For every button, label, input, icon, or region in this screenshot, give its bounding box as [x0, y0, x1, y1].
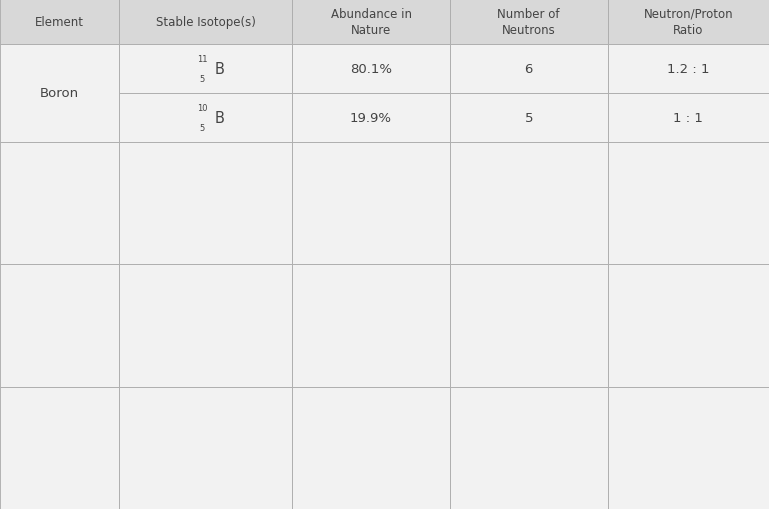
Bar: [608, 265, 769, 387]
Bar: [450, 45, 608, 94]
Bar: [119, 45, 292, 94]
Text: Element: Element: [35, 16, 84, 29]
Bar: [0, 265, 119, 387]
Bar: [119, 265, 292, 387]
Text: B: B: [215, 110, 225, 126]
Bar: [0, 0, 119, 45]
Bar: [292, 45, 450, 94]
Text: Boron: Boron: [40, 87, 79, 100]
Bar: [608, 94, 769, 143]
Text: 5: 5: [199, 124, 205, 133]
Text: B: B: [215, 62, 225, 77]
Bar: [292, 0, 450, 45]
Text: 6: 6: [524, 63, 533, 76]
Text: 11: 11: [197, 54, 207, 64]
Bar: [292, 143, 450, 265]
Bar: [608, 45, 769, 94]
Bar: [292, 94, 450, 143]
Text: Number of
Neutrons: Number of Neutrons: [498, 8, 560, 37]
Bar: [450, 265, 608, 387]
Bar: [450, 0, 608, 45]
Text: 1.2 : 1: 1.2 : 1: [667, 63, 710, 76]
Text: 5: 5: [199, 75, 205, 84]
Text: 5: 5: [524, 111, 533, 125]
Bar: [450, 94, 608, 143]
Bar: [292, 265, 450, 387]
Bar: [0, 45, 119, 143]
Text: Stable Isotope(s): Stable Isotope(s): [156, 16, 255, 29]
Bar: [0, 387, 119, 509]
Bar: [119, 387, 292, 509]
Bar: [119, 143, 292, 265]
Bar: [119, 94, 292, 143]
Bar: [608, 0, 769, 45]
Text: 10: 10: [197, 103, 207, 112]
Text: 19.9%: 19.9%: [350, 111, 392, 125]
Bar: [450, 143, 608, 265]
Bar: [0, 143, 119, 265]
Text: Abundance in
Nature: Abundance in Nature: [331, 8, 411, 37]
Bar: [608, 387, 769, 509]
Text: Neutron/Proton
Ratio: Neutron/Proton Ratio: [644, 8, 733, 37]
Text: 80.1%: 80.1%: [350, 63, 392, 76]
Bar: [292, 387, 450, 509]
Bar: [608, 143, 769, 265]
Bar: [450, 387, 608, 509]
Text: 1 : 1: 1 : 1: [674, 111, 703, 125]
Bar: [119, 0, 292, 45]
